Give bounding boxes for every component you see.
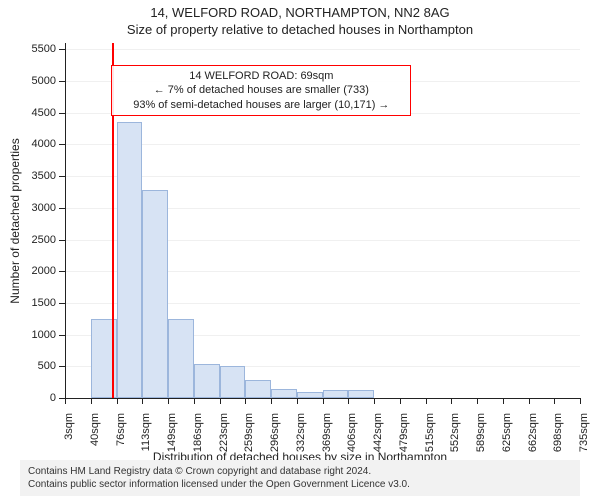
x-tick — [400, 398, 401, 404]
x-tick — [245, 398, 246, 404]
footer-line-1: Contains HM Land Registry data © Crown c… — [28, 465, 572, 478]
y-axis-line — [65, 43, 66, 398]
x-tick-label: 3sqm — [63, 413, 75, 440]
y-tick-label: 5000 — [0, 75, 56, 87]
info-box-line: 14 WELFORD ROAD: 69sqm — [118, 69, 404, 83]
y-tick-label: 3000 — [0, 202, 56, 214]
info-box-line: 93% of semi-detached houses are larger (… — [118, 98, 404, 112]
x-tick-label: 515sqm — [424, 413, 436, 452]
y-tick — [59, 176, 65, 177]
x-tick — [117, 398, 118, 404]
y-tick — [59, 271, 65, 272]
x-tick — [503, 398, 504, 404]
property-info-box: 14 WELFORD ROAD: 69sqm← 7% of detached h… — [111, 65, 411, 116]
x-tick — [529, 398, 530, 404]
x-tick — [451, 398, 452, 404]
x-tick-label: 698sqm — [552, 413, 564, 452]
x-tick — [168, 398, 169, 404]
x-tick — [297, 398, 298, 404]
y-tick — [59, 335, 65, 336]
chart-container: 14, WELFORD ROAD, NORTHAMPTON, NN2 8AG S… — [0, 0, 600, 500]
y-tick-label: 0 — [0, 392, 56, 404]
y-tick-label: 5500 — [0, 43, 56, 55]
x-tick — [580, 398, 581, 404]
x-tick-label: 296sqm — [269, 413, 281, 452]
x-tick — [426, 398, 427, 404]
x-tick — [323, 398, 324, 404]
plot-area: 14 WELFORD ROAD: 69sqm← 7% of detached h… — [65, 43, 580, 398]
y-tick-label: 2000 — [0, 265, 56, 277]
gridline — [65, 176, 580, 177]
y-tick-label: 1000 — [0, 329, 56, 341]
footer-line-2: Contains public sector information licen… — [28, 478, 572, 491]
x-tick — [91, 398, 92, 404]
x-tick-label: 735sqm — [578, 413, 590, 452]
x-tick — [554, 398, 555, 404]
x-tick-label: 259sqm — [243, 413, 255, 452]
x-tick — [348, 398, 349, 404]
x-tick-label: 149sqm — [166, 413, 178, 452]
histogram-bar — [117, 122, 143, 398]
x-tick-label: 625sqm — [501, 413, 513, 452]
histogram-bar — [271, 389, 297, 399]
x-tick-label: 589sqm — [475, 413, 487, 452]
gridline — [65, 144, 580, 145]
y-tick-label: 4500 — [0, 107, 56, 119]
x-tick-label: 662sqm — [527, 413, 539, 452]
x-tick-label: 40sqm — [89, 413, 101, 446]
y-tick — [59, 144, 65, 145]
histogram-bar — [245, 380, 271, 398]
histogram-bar — [323, 390, 349, 398]
x-tick-label: 76sqm — [115, 413, 127, 446]
info-box-line: ← 7% of detached houses are smaller (733… — [118, 83, 404, 97]
y-tick-label: 3500 — [0, 170, 56, 182]
histogram-bar — [194, 364, 220, 398]
footer-attribution: Contains HM Land Registry data © Crown c… — [20, 460, 580, 496]
x-tick-label: 223sqm — [218, 413, 230, 452]
histogram-bar — [220, 366, 246, 398]
x-tick — [194, 398, 195, 404]
x-tick-label: 406sqm — [346, 413, 358, 452]
y-axis-label: Number of detached properties — [8, 138, 22, 303]
x-tick — [220, 398, 221, 404]
y-tick — [59, 208, 65, 209]
y-tick — [59, 366, 65, 367]
x-tick-label: 332sqm — [295, 413, 307, 452]
y-tick — [59, 81, 65, 82]
y-tick — [59, 49, 65, 50]
y-tick-label: 4000 — [0, 138, 56, 150]
gridline — [65, 49, 580, 50]
y-tick-label: 500 — [0, 360, 56, 372]
x-tick — [374, 398, 375, 404]
x-tick-label: 113sqm — [140, 413, 152, 451]
y-tick-label: 2500 — [0, 234, 56, 246]
y-tick — [59, 303, 65, 304]
histogram-bar — [348, 390, 374, 398]
x-tick-label: 442sqm — [372, 413, 384, 452]
x-tick — [65, 398, 66, 404]
x-tick-label: 479sqm — [398, 413, 410, 452]
chart-title-sub: Size of property relative to detached ho… — [0, 22, 600, 37]
x-tick-label: 186sqm — [192, 413, 204, 452]
y-tick-label: 1500 — [0, 297, 56, 309]
histogram-bar — [168, 319, 194, 398]
x-tick-label: 552sqm — [449, 413, 461, 452]
x-tick — [271, 398, 272, 404]
histogram-bar — [142, 190, 168, 398]
y-tick — [59, 113, 65, 114]
x-tick — [142, 398, 143, 404]
x-tick — [477, 398, 478, 404]
chart-title-main: 14, WELFORD ROAD, NORTHAMPTON, NN2 8AG — [0, 5, 600, 20]
y-tick — [59, 240, 65, 241]
x-tick-label: 369sqm — [321, 413, 333, 452]
